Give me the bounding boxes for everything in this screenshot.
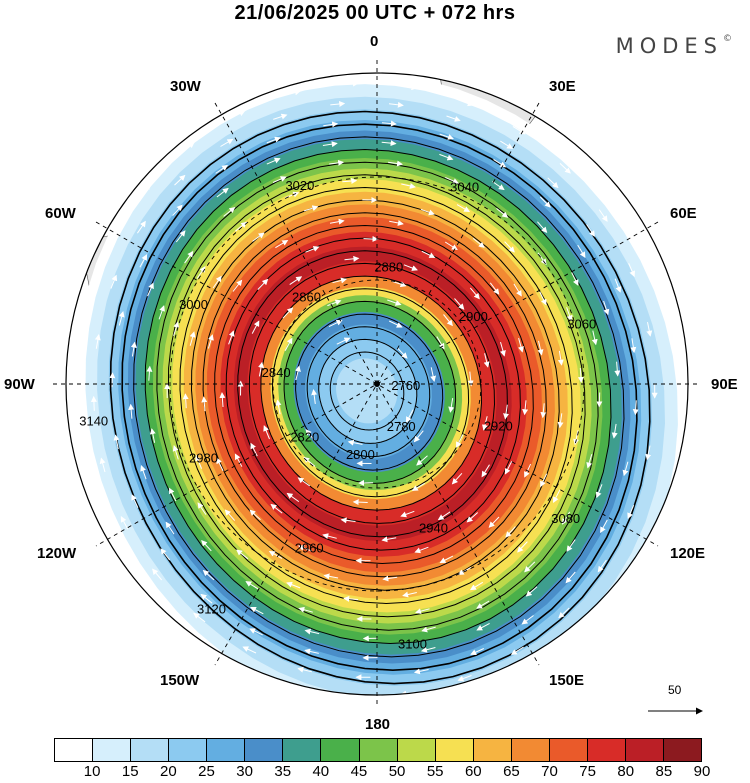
contour-label: 3100: [398, 637, 427, 652]
reference-arrow: [646, 693, 706, 723]
lon-label-60w: 60W: [45, 205, 76, 222]
contour-label: 2760: [391, 378, 420, 393]
contour-label: 2920: [484, 419, 513, 434]
lon-label-150w: 150W: [160, 672, 199, 689]
colorbar-tick-label: 30: [236, 763, 253, 780]
wind-vector: [343, 696, 357, 697]
lon-label-120w: 120W: [37, 545, 76, 562]
colorbar: [54, 738, 702, 762]
contour-label: 2900: [459, 309, 488, 324]
contour-label: 2940: [419, 520, 448, 535]
colorbar-tick-label: 50: [389, 763, 406, 780]
colorbar-cell: [93, 739, 131, 761]
colorbar-cell: [283, 739, 321, 761]
contour-label: 2780: [387, 419, 416, 434]
contour-label: 2800: [346, 447, 375, 462]
colorbar-tick-label: 70: [541, 763, 558, 780]
colorbar-tick-label: 25: [198, 763, 215, 780]
colorbar-tick-label: 75: [579, 763, 596, 780]
lon-label-30e: 30E: [549, 78, 576, 95]
contour-label: 3040: [450, 180, 479, 195]
wind-vector: [112, 373, 113, 387]
colorbar-cell: [398, 739, 436, 761]
colorbar-cell: [664, 739, 701, 761]
colorbar-tick-label: 40: [312, 763, 329, 780]
lon-label-30w: 30W: [170, 78, 201, 95]
contour-label: 3140: [79, 413, 108, 428]
lon-label-90e: 90E: [711, 376, 738, 393]
contour-label: 2880: [374, 260, 403, 275]
colorbar-tick-label: 10: [84, 763, 101, 780]
wind-vector: [354, 502, 368, 503]
wind-vector: [364, 239, 378, 240]
colorbar-cell: [588, 739, 626, 761]
lon-label-0: 0: [370, 33, 378, 50]
colorbar-cell: [207, 739, 245, 761]
colorbar-tick-label: 60: [465, 763, 482, 780]
contour-label: 3060: [567, 317, 596, 332]
pole-marker: [374, 381, 380, 387]
colorbar-cell: [436, 739, 474, 761]
contour-label: 2980: [189, 451, 218, 466]
lon-label-180: 180: [365, 716, 390, 733]
contour-label: 3000: [179, 297, 208, 312]
colorbar-cell: [360, 739, 398, 761]
lon-label-90w: 90W: [4, 376, 35, 393]
lon-label-150e: 150E: [549, 672, 584, 689]
colorbar-tick-label: 55: [427, 763, 444, 780]
wind-speed-field: 2760278028002820284028602880290029202940…: [60, 70, 700, 724]
colorbar-tick-label: 45: [351, 763, 368, 780]
colorbar-cell: [474, 739, 512, 761]
contour-label: 2860: [292, 290, 321, 305]
wind-vector: [599, 393, 600, 407]
wind-vector: [344, 83, 358, 84]
lon-label-60e: 60E: [670, 205, 697, 222]
colorbar-tick-label: 15: [122, 763, 139, 780]
colorbar-tick-label: 35: [274, 763, 291, 780]
wind-vector: [285, 685, 299, 689]
colorbar-cell: [55, 739, 93, 761]
colorbar-cell: [550, 739, 588, 761]
contour-label: 3080: [551, 511, 580, 526]
wind-vector: [94, 397, 95, 411]
lon-label-120e: 120E: [670, 545, 705, 562]
colorbar-tick-label: 90: [694, 763, 711, 780]
contour-label: 3020: [285, 178, 314, 193]
colorbar-tick-label: 85: [656, 763, 673, 780]
colorbar-cell: [169, 739, 207, 761]
colorbar-tick-label: 65: [503, 763, 520, 780]
contour-label: 2840: [262, 365, 291, 380]
colorbar-cell: [131, 739, 169, 761]
colorbar-tick-label: 80: [617, 763, 634, 780]
colorbar-cell: [321, 739, 359, 761]
colorbar-cell: [512, 739, 550, 761]
contour-label: 2960: [295, 540, 324, 555]
colorbar-tick-label: 20: [160, 763, 177, 780]
colorbar-cell: [245, 739, 283, 761]
contour-label: 3120: [197, 602, 226, 617]
colorbar-cell: [626, 739, 664, 761]
